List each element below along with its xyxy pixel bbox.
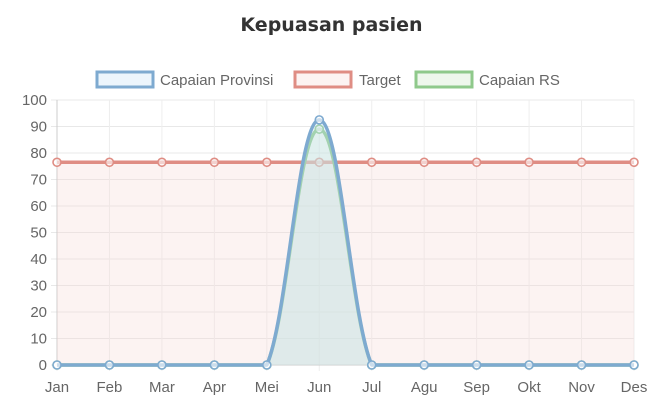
x-tick-label: Mar	[149, 379, 175, 396]
data-point-target[interactable]	[157, 157, 167, 168]
x-tick-label: Agu	[411, 379, 438, 396]
x-tick-label: Feb	[97, 379, 123, 396]
y-tick-label: 80	[30, 145, 47, 162]
legend-label-capaian-provinsi[interactable]: Capaian Provinsi	[160, 72, 273, 89]
x-tick-label: Nov	[568, 379, 595, 396]
data-point-capaian-provinsi[interactable]	[629, 360, 639, 370]
legend-label-target[interactable]: Target	[359, 72, 402, 89]
y-tick-label: 20	[30, 304, 47, 321]
data-point-target[interactable]	[419, 157, 429, 168]
data-point-capaian-provinsi[interactable]	[262, 360, 272, 370]
data-point-target[interactable]	[314, 157, 325, 168]
legend-label-capaian-rs[interactable]: Capaian RS	[479, 72, 560, 89]
data-point-capaian-rs[interactable]	[314, 124, 325, 134]
y-tick-label: 50	[30, 225, 47, 242]
y-tick-label: 90	[30, 119, 47, 136]
y-tick-label: 30	[30, 278, 47, 295]
data-point-capaian-provinsi[interactable]	[314, 115, 325, 125]
y-tick-label: 0	[39, 357, 47, 374]
data-point-capaian-provinsi[interactable]	[52, 360, 62, 370]
x-tick-label: Mei	[255, 379, 279, 396]
y-tick-label: 60	[30, 198, 47, 215]
series-area-target	[57, 162, 634, 365]
x-tick-label: Sep	[463, 379, 490, 396]
x-tick-label: Jan	[45, 379, 69, 396]
data-point-target[interactable]	[366, 157, 377, 168]
data-point-target[interactable]	[262, 157, 272, 168]
legend-swatch-capaian-rs[interactable]	[414, 70, 474, 89]
data-point-target[interactable]	[209, 157, 220, 168]
data-point-target[interactable]	[524, 157, 534, 168]
x-tick-label: Apr	[203, 379, 226, 396]
data-point-capaian-provinsi[interactable]	[104, 360, 115, 370]
data-point-capaian-provinsi[interactable]	[157, 360, 167, 370]
data-point-target[interactable]	[629, 157, 639, 168]
data-point-capaian-provinsi[interactable]	[576, 360, 587, 370]
data-point-capaian-provinsi[interactable]	[209, 360, 220, 370]
series-area-capaian-rs	[57, 129, 634, 365]
y-tick-label: 10	[30, 331, 47, 348]
series-area-capaian-provinsi	[57, 119, 634, 365]
y-tick-label: 70	[30, 172, 47, 189]
y-tick-label: 100	[22, 92, 47, 109]
data-point-target[interactable]	[576, 157, 587, 168]
chart-title: Kepuasan pasien	[240, 14, 423, 36]
data-point-capaian-provinsi[interactable]	[524, 360, 534, 370]
data-point-target[interactable]	[52, 157, 62, 168]
x-tick-label: Des	[621, 379, 648, 396]
data-point-capaian-provinsi[interactable]	[366, 360, 377, 370]
y-tick-label: 40	[30, 251, 47, 268]
data-point-target[interactable]	[104, 157, 115, 168]
data-point-target[interactable]	[471, 157, 482, 168]
legend-swatch-capaian-provinsi[interactable]	[95, 70, 155, 89]
x-tick-label: Okt	[517, 379, 541, 396]
data-point-capaian-provinsi[interactable]	[419, 360, 429, 370]
legend-swatch-target[interactable]	[293, 70, 353, 89]
x-tick-label: Jun	[307, 379, 331, 396]
data-point-capaian-provinsi[interactable]	[471, 360, 482, 370]
x-tick-label: Jul	[362, 379, 381, 396]
